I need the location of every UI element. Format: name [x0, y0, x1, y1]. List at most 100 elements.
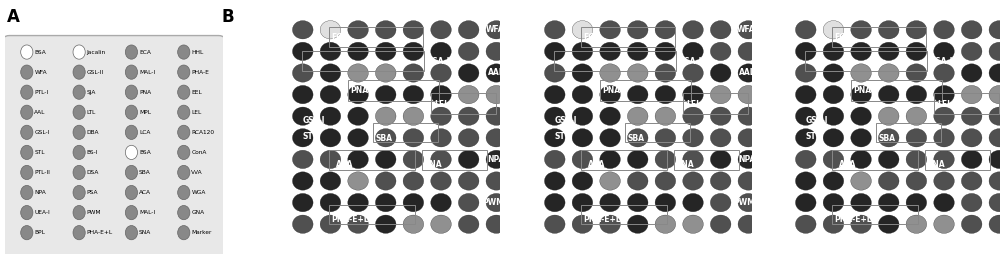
Circle shape — [989, 172, 1000, 190]
Circle shape — [683, 64, 703, 82]
Circle shape — [292, 129, 313, 147]
Text: ACA: ACA — [139, 190, 151, 195]
Circle shape — [178, 105, 190, 119]
Circle shape — [348, 194, 368, 212]
Circle shape — [178, 125, 190, 139]
Text: SBA: SBA — [139, 170, 151, 175]
Circle shape — [320, 107, 341, 125]
Circle shape — [961, 85, 982, 104]
Circle shape — [989, 85, 1000, 104]
Text: Marker: Marker — [191, 230, 212, 235]
Circle shape — [934, 64, 954, 82]
Circle shape — [823, 21, 844, 39]
Text: PWM: PWM — [231, 198, 253, 207]
Circle shape — [178, 165, 190, 180]
Text: SNA: SNA — [139, 230, 151, 235]
Circle shape — [906, 194, 927, 212]
Text: GSA-II: GSA-II — [930, 57, 956, 66]
Text: STL: STL — [303, 132, 318, 141]
Circle shape — [961, 64, 982, 82]
Text: GSA-II: GSA-II — [678, 57, 705, 66]
Circle shape — [934, 21, 954, 39]
Circle shape — [627, 64, 648, 82]
Text: GSL-I: GSL-I — [806, 116, 828, 125]
Circle shape — [125, 105, 138, 119]
Circle shape — [683, 194, 703, 212]
Text: PHA-E+L: PHA-E+L — [583, 215, 621, 224]
Circle shape — [738, 21, 759, 39]
Circle shape — [627, 172, 648, 190]
Circle shape — [710, 150, 731, 169]
Circle shape — [572, 172, 593, 190]
Circle shape — [823, 215, 844, 233]
Text: GSL-I: GSL-I — [555, 116, 577, 125]
Text: ACA: ACA — [336, 160, 353, 169]
Circle shape — [710, 42, 731, 60]
Circle shape — [73, 185, 85, 200]
Circle shape — [21, 125, 33, 139]
Circle shape — [125, 45, 138, 59]
Bar — [580, 150, 667, 170]
Circle shape — [403, 215, 424, 233]
Text: MPL: MPL — [139, 110, 151, 115]
Circle shape — [738, 42, 759, 60]
Circle shape — [710, 107, 731, 125]
Bar — [422, 150, 487, 170]
Circle shape — [906, 21, 927, 39]
Circle shape — [375, 64, 396, 82]
Circle shape — [292, 107, 313, 125]
Circle shape — [823, 85, 844, 104]
Text: AAL: AAL — [236, 69, 253, 77]
Text: LEL: LEL — [191, 110, 202, 115]
Circle shape — [989, 42, 1000, 60]
Circle shape — [458, 21, 479, 39]
Circle shape — [851, 85, 871, 104]
Circle shape — [738, 215, 759, 233]
Text: A: A — [7, 8, 20, 26]
Circle shape — [348, 129, 368, 147]
Text: BS-I: BS-I — [87, 150, 98, 155]
Text: WFA: WFA — [737, 25, 756, 34]
Circle shape — [823, 129, 844, 147]
Circle shape — [823, 150, 844, 169]
Circle shape — [431, 215, 451, 233]
Text: PNA: PNA — [351, 86, 369, 96]
Text: SJA: SJA — [87, 90, 96, 95]
Circle shape — [627, 129, 648, 147]
Circle shape — [851, 64, 871, 82]
Circle shape — [178, 226, 190, 240]
Circle shape — [906, 172, 927, 190]
Circle shape — [683, 21, 703, 39]
Bar — [851, 80, 942, 101]
Text: B: B — [222, 8, 235, 26]
Circle shape — [600, 85, 620, 104]
Circle shape — [627, 150, 648, 169]
Circle shape — [486, 42, 507, 60]
Text: GNA: GNA — [191, 210, 205, 215]
Circle shape — [544, 129, 565, 147]
Circle shape — [486, 150, 507, 169]
Circle shape — [348, 21, 368, 39]
Circle shape — [878, 150, 899, 169]
Circle shape — [851, 42, 871, 60]
Circle shape — [572, 150, 593, 169]
Circle shape — [878, 64, 899, 82]
Text: PNA: PNA — [603, 86, 621, 96]
Circle shape — [375, 42, 396, 60]
Circle shape — [320, 64, 341, 82]
Circle shape — [738, 194, 759, 212]
Text: ACA: ACA — [588, 160, 605, 169]
Circle shape — [906, 85, 927, 104]
Circle shape — [851, 194, 871, 212]
Text: PWM: PWM — [87, 210, 101, 215]
Bar — [580, 26, 675, 47]
Circle shape — [320, 215, 341, 233]
Circle shape — [738, 85, 759, 104]
Text: LEL: LEL — [686, 100, 701, 108]
Circle shape — [458, 85, 479, 104]
Text: PHA-E+L: PHA-E+L — [331, 215, 369, 224]
Circle shape — [544, 194, 565, 212]
Circle shape — [823, 172, 844, 190]
Circle shape — [320, 172, 341, 190]
Circle shape — [683, 215, 703, 233]
